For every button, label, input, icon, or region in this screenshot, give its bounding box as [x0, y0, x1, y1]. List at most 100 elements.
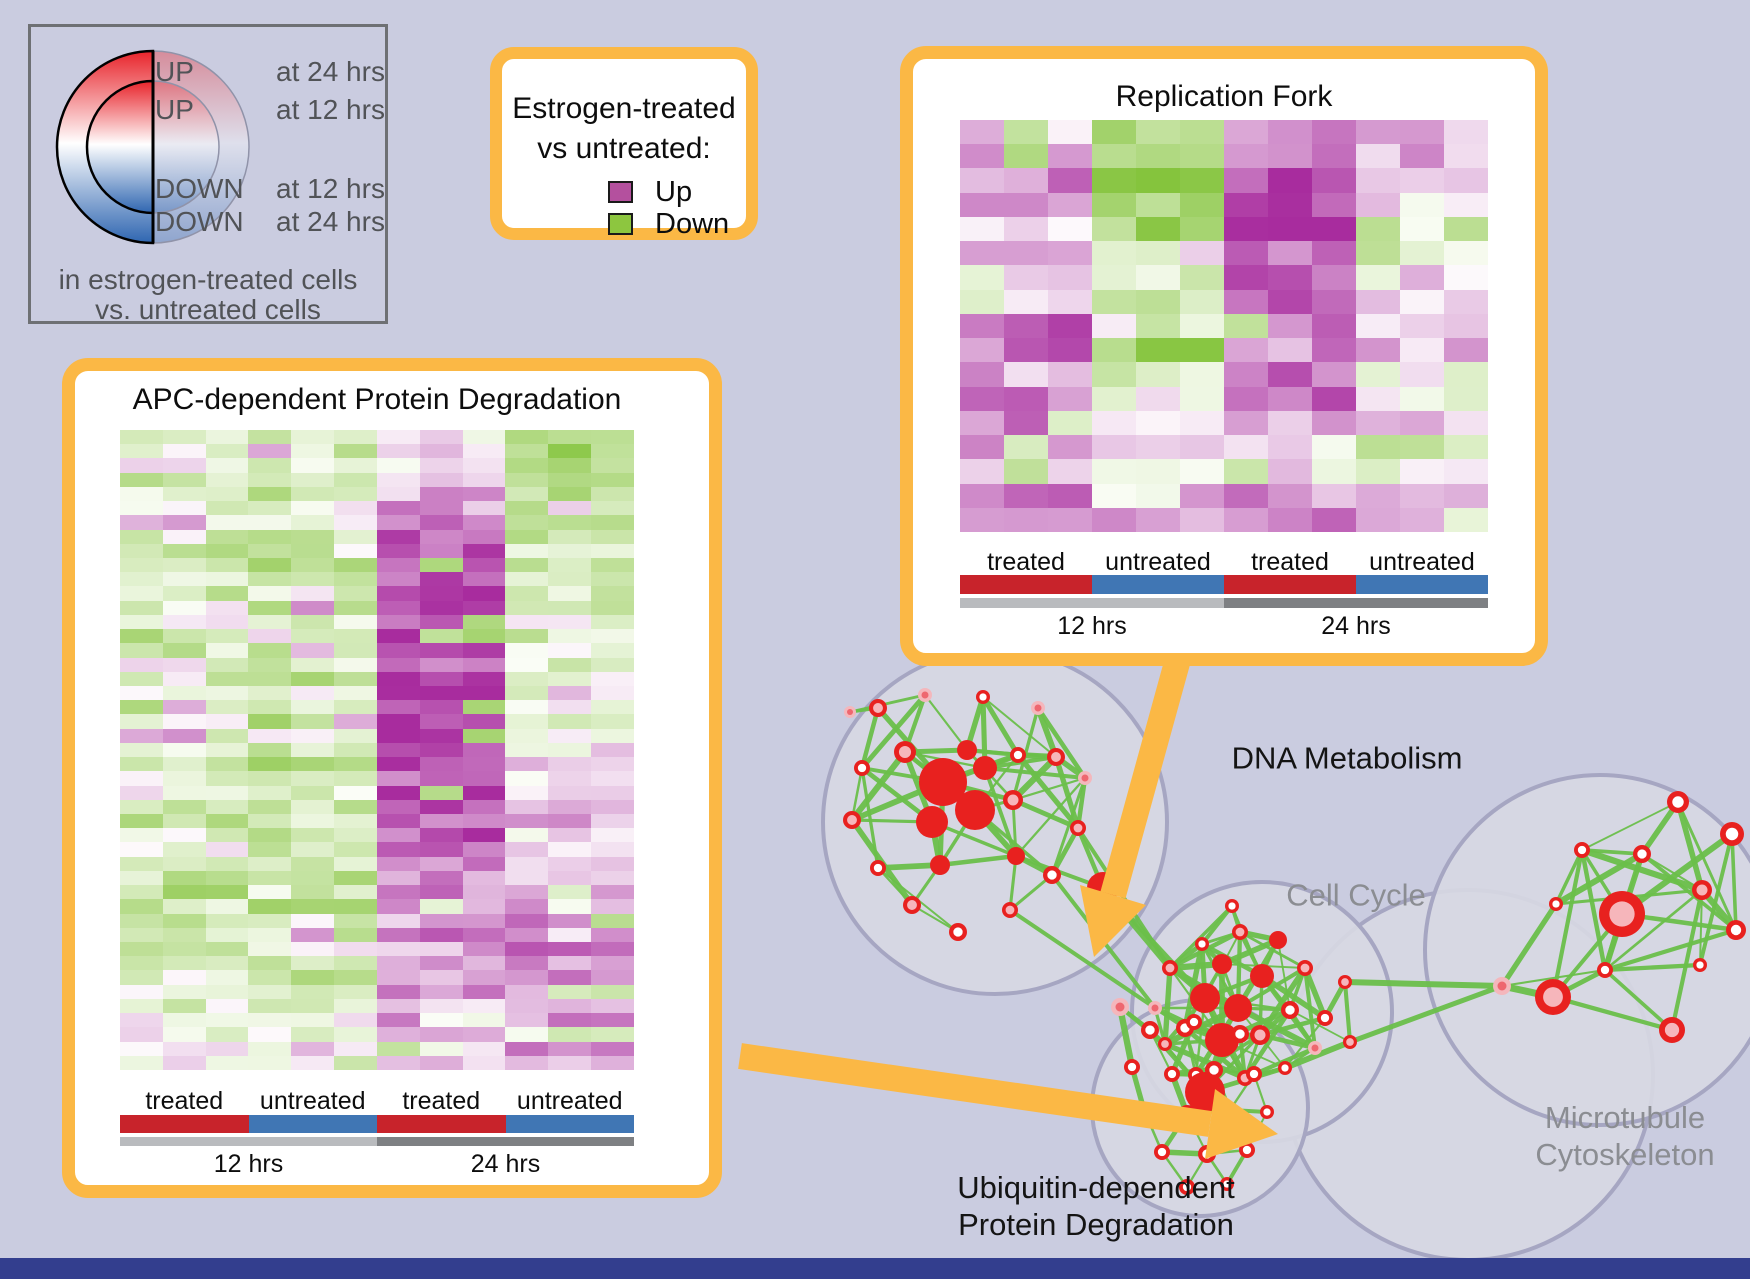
heatmap-cell	[960, 241, 1004, 266]
heatmap-cell	[162, 700, 206, 715]
heatmap-cell	[1180, 435, 1224, 460]
heatmap-cell	[248, 913, 292, 928]
heatmap-cell	[291, 956, 335, 971]
heatmap-cell	[1400, 265, 1444, 290]
heatmap-cell	[291, 558, 335, 573]
network-node	[1224, 994, 1252, 1022]
heatmap-cell	[120, 842, 163, 857]
heatmap-cell	[1444, 289, 1488, 314]
heatmap-cell	[591, 643, 634, 658]
heatmap-cell	[1004, 435, 1048, 460]
heatmap-cell	[419, 700, 463, 715]
heatmap-cell	[162, 1041, 206, 1056]
heatmap-cell	[548, 671, 592, 686]
network-node	[1212, 954, 1232, 974]
heatmap-cell	[205, 728, 249, 743]
heatmap-cell	[205, 885, 249, 900]
heatmap-cell	[248, 1041, 292, 1056]
heatmap-cell	[419, 586, 463, 601]
heatmap-cell	[1444, 459, 1488, 484]
heatmap-cell	[960, 144, 1004, 169]
heatmap-cell	[1356, 386, 1400, 411]
heatmap-cell	[205, 671, 249, 686]
heatmap-cell	[591, 956, 634, 971]
network-edge	[1698, 832, 1734, 967]
heatmap-cell	[334, 742, 377, 758]
heatmap-cell	[1180, 289, 1224, 314]
heatmap-cell	[248, 1055, 292, 1070]
heatmap-cell	[1444, 144, 1488, 169]
network-node-white-core	[1249, 1069, 1259, 1079]
heatmap-cell	[1092, 289, 1136, 314]
heatmap-cell	[248, 899, 292, 914]
panel-title: APC-dependent Protein Degradation	[132, 383, 622, 416]
heatmap-cell	[162, 842, 206, 857]
heatmap-cell	[205, 515, 249, 530]
heatmap-cell	[120, 671, 163, 686]
network-edge	[1578, 846, 1706, 894]
heatmap-cell	[291, 885, 335, 900]
heatmap-cell	[205, 430, 249, 445]
heatmap-cell	[205, 913, 249, 928]
heatmap-cell	[505, 814, 549, 829]
heatmap-cell	[1180, 362, 1224, 387]
heatmap-cell	[548, 728, 592, 743]
treatment-bar-segment	[960, 575, 1092, 594]
heatmap-cell	[462, 757, 506, 772]
heatmap-cell	[462, 742, 506, 758]
heatmap-cell	[505, 757, 549, 772]
heatmap-cell	[1004, 313, 1048, 339]
heatmap-cell	[248, 586, 292, 601]
heatmap-cell	[548, 686, 592, 701]
heatmap-cell	[1400, 120, 1444, 145]
heatmap-cell	[162, 814, 206, 829]
heatmap-cell	[1312, 435, 1356, 460]
network-node-pink-core	[1161, 1040, 1169, 1048]
network-edge	[1730, 832, 1738, 932]
heatmap-cell	[1224, 289, 1268, 314]
heatmap-cell	[291, 714, 335, 729]
time-label: 24 hrs	[1321, 612, 1391, 640]
heatmap-cell	[376, 785, 420, 800]
heatmap-cell	[591, 998, 634, 1014]
heatmap-cell	[291, 799, 335, 814]
heatmap-cell	[419, 643, 463, 658]
network-edge	[1669, 887, 1705, 1033]
heatmap-cell	[548, 856, 592, 871]
heatmap-cell	[248, 856, 292, 871]
heatmap-cell	[291, 842, 335, 857]
network-edge	[1289, 1009, 1351, 1043]
network-node	[1205, 1023, 1239, 1057]
heatmap-cell	[548, 899, 592, 914]
heatmap-cell	[376, 486, 420, 502]
heatmap-cell	[548, 913, 592, 928]
inner-ring-left-half	[85, 79, 155, 215]
network-edge	[1053, 754, 1081, 831]
heatmap-cell	[120, 543, 163, 558]
network-node-white-core	[1281, 1064, 1289, 1072]
network-node-pale-core	[921, 691, 929, 699]
heatmap-cell	[162, 714, 206, 729]
heatmap-cell	[291, 430, 335, 445]
heatmap-cell	[1356, 216, 1400, 242]
heatmap-cell	[162, 529, 206, 544]
heatmap-cell	[1048, 459, 1092, 484]
heatmap-cell	[1312, 120, 1356, 145]
group-label: untreated	[516, 1087, 623, 1115]
heatmap-cell	[419, 529, 463, 544]
heatmap-cell	[1048, 507, 1092, 532]
heatmap-cell	[505, 501, 549, 516]
heatmap-cell	[462, 870, 506, 886]
network-node	[1007, 847, 1025, 865]
heatmap-cell	[462, 1041, 506, 1056]
group-label: treated	[145, 1087, 224, 1115]
heatmap-cell	[1224, 144, 1268, 169]
heatmap-cell	[291, 515, 335, 530]
heatmap-cell	[334, 1027, 377, 1042]
heatmap-cell	[334, 600, 377, 615]
network-node-pink-core	[1664, 1022, 1680, 1038]
network-edge	[1342, 979, 1353, 1045]
heatmap-cell	[248, 828, 292, 843]
heatmap-cell	[419, 614, 463, 630]
